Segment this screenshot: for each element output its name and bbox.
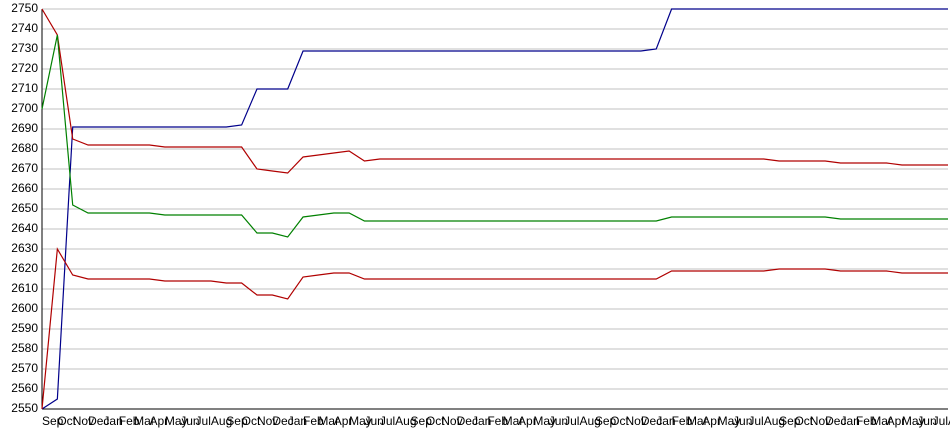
x-tick-label: Aug xyxy=(948,414,950,428)
y-tick-label: 2550 xyxy=(11,401,38,415)
y-tick-label: 2650 xyxy=(11,201,38,215)
x-tick-label: Oct xyxy=(426,414,445,428)
x-tick-label: Feb xyxy=(487,414,508,428)
x-tick-label: Jul xyxy=(380,414,395,428)
x-tick-label: Oct xyxy=(610,414,629,428)
x-tick-label: Sep xyxy=(411,414,433,428)
x-tick-label: Oct xyxy=(57,414,76,428)
y-tick-label: 2570 xyxy=(11,361,38,375)
x-tick-label: May xyxy=(902,414,925,428)
x-tick-label: Apr xyxy=(334,414,353,428)
x-tick-label: Feb xyxy=(672,414,693,428)
x-tick-label: Aug xyxy=(211,414,232,428)
x-tick-label: Jan xyxy=(288,414,307,428)
series-line xyxy=(41,8,948,174)
x-tick-label: Aug xyxy=(764,414,785,428)
x-tick-label: Apr xyxy=(149,414,168,428)
x-tick-label: Mar xyxy=(134,414,155,428)
x-tick-label: Jul xyxy=(196,414,211,428)
x-tick-label: Oct xyxy=(242,414,261,428)
series-line xyxy=(41,8,948,410)
x-tick-label: Jun xyxy=(733,414,752,428)
y-tick-label: 2630 xyxy=(11,241,38,255)
x-tick-label: May xyxy=(165,414,188,428)
y-tick-label: 2610 xyxy=(11,281,38,295)
y-tick-label: 2750 xyxy=(11,1,38,15)
x-tick-label: Oct xyxy=(794,414,813,428)
x-tick-label: Jul xyxy=(933,414,948,428)
x-tick-label: May xyxy=(533,414,556,428)
x-tick-label: Mar xyxy=(687,414,708,428)
x-tick-label: Sep xyxy=(779,414,801,428)
y-tick-label: 2710 xyxy=(11,81,38,95)
series-line xyxy=(41,34,948,238)
x-tick-label: Mar xyxy=(503,414,524,428)
series-line xyxy=(41,247,948,410)
y-tick-label: 2600 xyxy=(11,301,38,315)
x-tick-label: Apr xyxy=(518,414,537,428)
y-tick-label: 2680 xyxy=(11,141,38,155)
x-tick-label: Sep xyxy=(595,414,617,428)
x-tick-label: Nov xyxy=(441,414,462,428)
x-tick-label: Dec xyxy=(641,414,662,428)
y-tick-label: 2640 xyxy=(11,221,38,235)
x-tick-label: Apr xyxy=(887,414,906,428)
x-tick-label: Sep xyxy=(42,414,64,428)
x-tick-label: May xyxy=(349,414,372,428)
x-tick-label: Jan xyxy=(103,414,122,428)
y-tick-label: 2580 xyxy=(11,341,38,355)
y-tick-label: 2740 xyxy=(11,21,38,35)
y-tick-label: 2670 xyxy=(11,161,38,175)
x-tick-label: Dec xyxy=(272,414,293,428)
y-tick-label: 2690 xyxy=(11,121,38,135)
y-tick-label: 2560 xyxy=(11,381,38,395)
x-tick-label: Apr xyxy=(702,414,721,428)
x-tick-label: Jul xyxy=(564,414,579,428)
x-tick-label: Jun xyxy=(549,414,568,428)
x-tick-label: Jun xyxy=(917,414,936,428)
x-tick-label: Dec xyxy=(457,414,478,428)
x-tick-label: Aug xyxy=(579,414,600,428)
y-tick-label: 2700 xyxy=(11,101,38,115)
x-tick-label: Feb xyxy=(119,414,140,428)
x-tick-label: Jan xyxy=(656,414,675,428)
x-tick-label: Jun xyxy=(364,414,383,428)
x-tick-label: Jan xyxy=(841,414,860,428)
x-tick-label: Dec xyxy=(88,414,109,428)
x-tick-label: Dec xyxy=(825,414,846,428)
x-tick-label: Jan xyxy=(472,414,491,428)
y-tick-label: 2590 xyxy=(11,321,38,335)
x-tick-label: Mar xyxy=(318,414,339,428)
y-tick-label: 2620 xyxy=(11,261,38,275)
x-tick-label: Aug xyxy=(395,414,416,428)
x-tick-label: Feb xyxy=(856,414,877,428)
y-tick-label: 2720 xyxy=(11,61,38,75)
x-tick-label: Nov xyxy=(257,414,278,428)
x-tick-label: Nov xyxy=(810,414,831,428)
x-tick-label: Nov xyxy=(626,414,647,428)
y-tick-label: 2730 xyxy=(11,41,38,55)
x-tick-label: Nov xyxy=(73,414,94,428)
x-tick-label: Jul xyxy=(748,414,763,428)
x-tick-label: May xyxy=(718,414,741,428)
y-tick-label: 2660 xyxy=(11,181,38,195)
x-tick-label: Feb xyxy=(303,414,324,428)
x-tick-label: Jun xyxy=(180,414,199,428)
x-tick-label: Mar xyxy=(871,414,892,428)
x-tick-label: Sep xyxy=(226,414,248,428)
